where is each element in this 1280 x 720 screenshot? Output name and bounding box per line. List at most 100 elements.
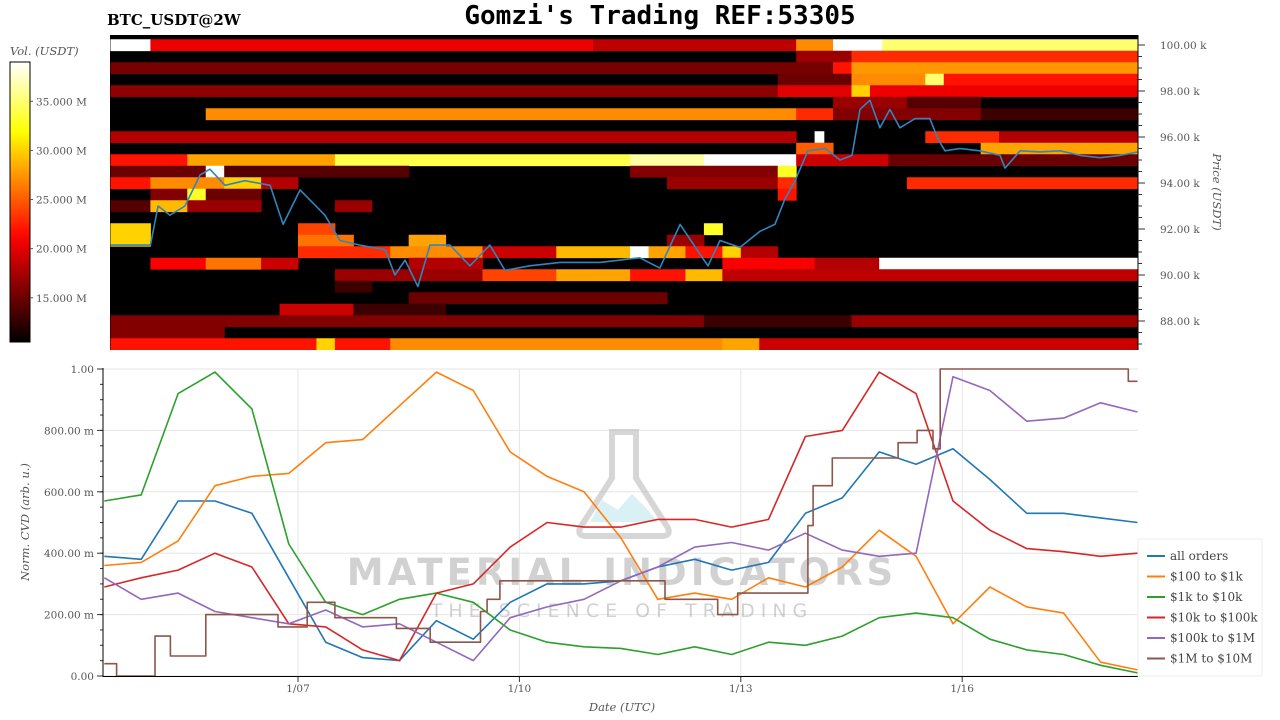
- cvd-series-line: [104, 368, 1138, 677]
- heatmap-cell: [630, 269, 686, 282]
- heatmap-cell: [814, 257, 880, 270]
- heatmap-cell: [224, 177, 262, 190]
- heatmap-cell: [110, 131, 797, 144]
- heatmap-cell: [777, 177, 797, 190]
- legend-label: all orders: [1170, 549, 1228, 563]
- colorbar-tick-label: 20.000 M: [36, 244, 87, 256]
- cvd-tick-label: 800.00 m: [44, 425, 94, 437]
- price-tick-label: 90.00 k: [1160, 270, 1200, 282]
- heatmap-cell: [777, 85, 852, 98]
- heatmap-cell: [316, 338, 336, 350]
- heatmap-cell: [556, 246, 631, 259]
- heatmap-cell: [110, 200, 151, 213]
- price-tick-label: 100.00 k: [1160, 40, 1207, 52]
- price-tick-label: 88.00 k: [1160, 316, 1200, 328]
- heatmap-cell: [667, 234, 705, 247]
- cvd-tick-label: 600.00 m: [44, 487, 94, 499]
- heatmap-cell: [833, 108, 982, 121]
- heatmap-cell: [851, 50, 1138, 63]
- heatmap-cell: [980, 142, 1138, 155]
- heatmap-cell: [630, 154, 705, 167]
- heatmap-cell: [110, 177, 151, 190]
- colorbar-ticks: 15.000 M 20.000 M 25.000 M 30.000 M 35.000 M: [30, 96, 87, 305]
- heatmap-cell: [298, 246, 391, 259]
- heatmap-cell: [482, 246, 557, 259]
- colorbar-label: Vol. (USDT): [10, 44, 79, 58]
- heatmap-cell: [205, 188, 262, 201]
- heatmap-cell: [722, 257, 816, 270]
- heatmap-cell: [150, 257, 207, 270]
- heatmap-cell: [110, 223, 151, 236]
- cvd-tick-label: 200.00 m: [44, 610, 94, 622]
- heatmap-cell: [722, 338, 760, 350]
- heatmap-cell: [110, 326, 225, 339]
- price-tick-label: 92.00 k: [1160, 224, 1200, 236]
- heatmap-cell: [187, 154, 336, 167]
- cvd-axis-label: Norm. CVD (arb. u.): [18, 463, 32, 582]
- flask-icon: [576, 429, 672, 539]
- heatmap-cell: [980, 108, 1138, 121]
- heatmap-cell: [150, 200, 188, 213]
- cvd-tick-label: 400.00 m: [44, 548, 94, 560]
- heatmap-cell: [261, 177, 299, 190]
- heatmap-cell: [882, 39, 1138, 52]
- heatmap-cell: [482, 269, 557, 282]
- heatmap-cell: [703, 223, 723, 236]
- cvd-lines: [103, 368, 1138, 677]
- heatmap-cell: [685, 269, 723, 282]
- heatmap-cell: [851, 315, 1138, 328]
- colorbar-tick-label: 25.000 M: [36, 195, 87, 207]
- price-axis-label: Price (USDT): [1210, 152, 1224, 230]
- cvd-grid: [103, 368, 1138, 677]
- legend-label: $100k to $1M: [1170, 631, 1255, 645]
- colorbar-tick-label: 35.000 M: [36, 96, 87, 108]
- heatmap-cell: [796, 142, 834, 155]
- heatmap-cell: [777, 165, 797, 178]
- colorbar-tick-label: 30.000 M: [36, 145, 87, 157]
- heatmap-cell: [150, 39, 594, 52]
- heatmap-cell: [408, 292, 668, 305]
- chart-title: Gomzi's Trading REF:53305: [464, 1, 855, 31]
- orderbook-heatmap: [110, 35, 1138, 350]
- heatmap-cell: [685, 246, 723, 259]
- heatmap-cell: [334, 269, 483, 282]
- heatmap-cell: [722, 269, 1138, 282]
- heatmap-cell: [279, 303, 354, 316]
- heatmap-cell: [943, 73, 1138, 86]
- price-tick-label: 98.00 k: [1160, 86, 1200, 98]
- price-line: [110, 99, 1138, 288]
- heatmap-cell: [630, 165, 779, 178]
- heatmap-cell: [334, 200, 373, 213]
- price-axis: 88.00 k 90.00 k 92.00 k 94.00 k 96.00 k 98.00…: [1137, 35, 1207, 350]
- heatmap-cell: [879, 257, 1138, 270]
- legend-label: $100 to $1k: [1170, 570, 1243, 584]
- heatmap-cell: [833, 39, 883, 52]
- heatmap-cell: [925, 131, 1000, 144]
- heatmap-cell: [205, 108, 797, 121]
- heatmap-cell: [777, 73, 852, 86]
- heatmap-cell: [703, 315, 852, 328]
- heatmap-cell: [759, 338, 1138, 350]
- heatmap-cell: [667, 177, 779, 190]
- heatmap-cell: [110, 315, 705, 328]
- legend-label: $1k to $10k: [1170, 590, 1243, 604]
- heatmap-cell: [150, 188, 188, 201]
- cvd-series-line: [104, 371, 1138, 674]
- price-tick-label: 96.00 k: [1160, 132, 1200, 144]
- heatmap-cell: [261, 257, 299, 270]
- cvd-series-line: [104, 371, 1138, 671]
- heatmap-cell: [110, 165, 207, 178]
- heatmap-cell: [906, 96, 982, 109]
- heatmap-cell: [408, 257, 483, 270]
- cvd-tick-label: 1.00: [71, 364, 94, 376]
- date-tick-label: 1/07: [286, 683, 310, 695]
- heatmap-cell: [390, 338, 723, 350]
- heatmap-cell: [187, 200, 262, 213]
- heatmap-cell: [110, 85, 779, 98]
- heatmap-cell: [334, 280, 373, 293]
- symbol-label: BTC_USDT@2W: [107, 11, 242, 29]
- heatmap-cell: [224, 165, 410, 178]
- heatmap-cell: [740, 246, 779, 259]
- heatmap-cell: [796, 39, 834, 52]
- colorbar: [9, 61, 31, 343]
